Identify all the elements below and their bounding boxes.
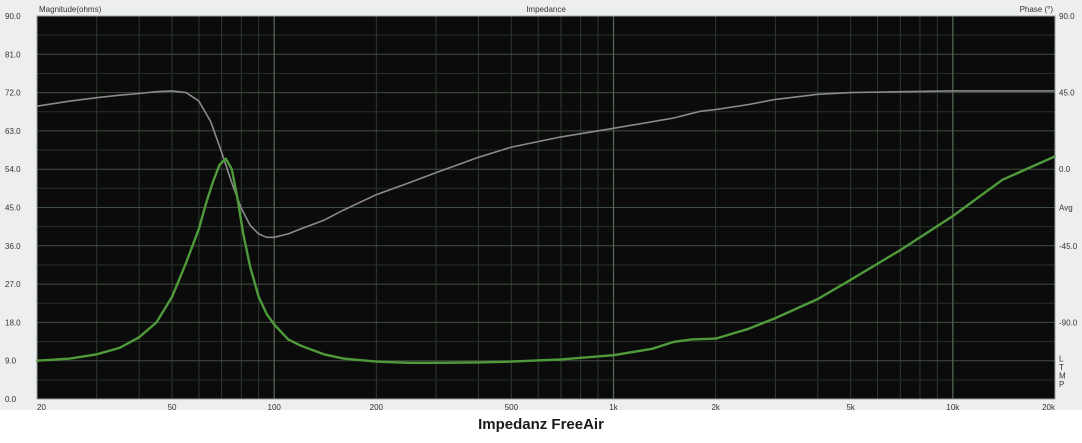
y-tick-label: 63.0 [5, 127, 21, 136]
x-tick-label: 20 [37, 403, 46, 410]
y2-tick-label: 90.0 [1059, 12, 1075, 21]
x-tick-label: 50 [168, 403, 177, 410]
y-tick-label: 54.0 [5, 165, 21, 174]
y2-tick-label: -90.0 [1059, 318, 1078, 327]
chart-title: Impedance [526, 5, 566, 14]
x-tick-label: 200 [370, 403, 384, 410]
magnitude-curve [35, 155, 1057, 364]
right-label: Avg [1059, 204, 1073, 213]
y-tick-label: 90.0 [5, 12, 21, 21]
x-tick-label: 100 [268, 403, 282, 410]
y-tick-label: 36.0 [5, 242, 21, 251]
y2-tick-label: -45.0 [1059, 242, 1078, 251]
y2-tick-label: 0.0 [1059, 165, 1071, 174]
y-tick-label: 9.0 [5, 357, 17, 366]
x-tick-label: 20k [1042, 403, 1056, 410]
y-axis-label: Magnitude(ohms) [39, 5, 102, 14]
right-label: T [1059, 363, 1064, 372]
y2-axis-label: Phase (°) [1020, 5, 1054, 14]
x-tick-label: 10k [946, 403, 960, 410]
right-label: P [1059, 380, 1064, 389]
y-tick-label: 0.0 [5, 395, 17, 404]
y-tick-label: 45.0 [5, 204, 21, 213]
x-tick-label: 5k [846, 403, 855, 410]
right-label: M [1059, 372, 1066, 381]
y-tick-label: 27.0 [5, 280, 21, 289]
phase-curve [36, 90, 1056, 239]
x-tick-label: 500 [505, 403, 519, 410]
chart-caption: Impedanz FreeAir [478, 416, 604, 433]
y-tick-label: 72.0 [5, 89, 21, 98]
x-tick-label: 1k [609, 403, 618, 410]
plot-border [36, 15, 1056, 400]
x-tick-label: 2k [711, 403, 720, 410]
y2-tick-label: 45.0 [1059, 89, 1075, 98]
impedance-chart: Magnitude(ohms) Impedance Phase (°) 0.0 9.0 1… [5, 5, 1078, 410]
y-tick-label: 18.0 [5, 318, 21, 327]
right-label: L [1059, 355, 1064, 364]
y-tick-label: 81.0 [5, 50, 21, 59]
chart-frame: Magnitude(ohms) Impedance Phase (°) 0.0 9.0 1… [0, 0, 1082, 410]
